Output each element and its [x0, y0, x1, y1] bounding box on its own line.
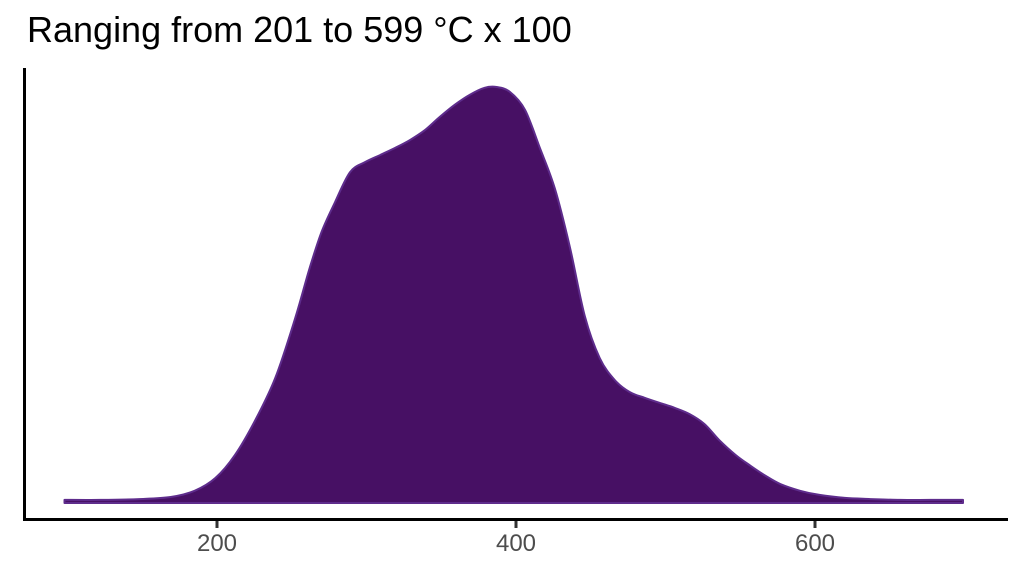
chart-title: Ranging from 201 to 599 °C x 100	[27, 9, 572, 50]
density-area-group	[63, 85, 964, 504]
x-tick-label: 400	[496, 530, 536, 557]
x-tick-marks-group	[215, 521, 817, 528]
x-tick-labels-group: 200 400 600	[197, 530, 835, 557]
x-tick-label: 200	[197, 530, 237, 557]
density-area	[63, 85, 964, 504]
x-tick-label: 600	[795, 530, 835, 557]
